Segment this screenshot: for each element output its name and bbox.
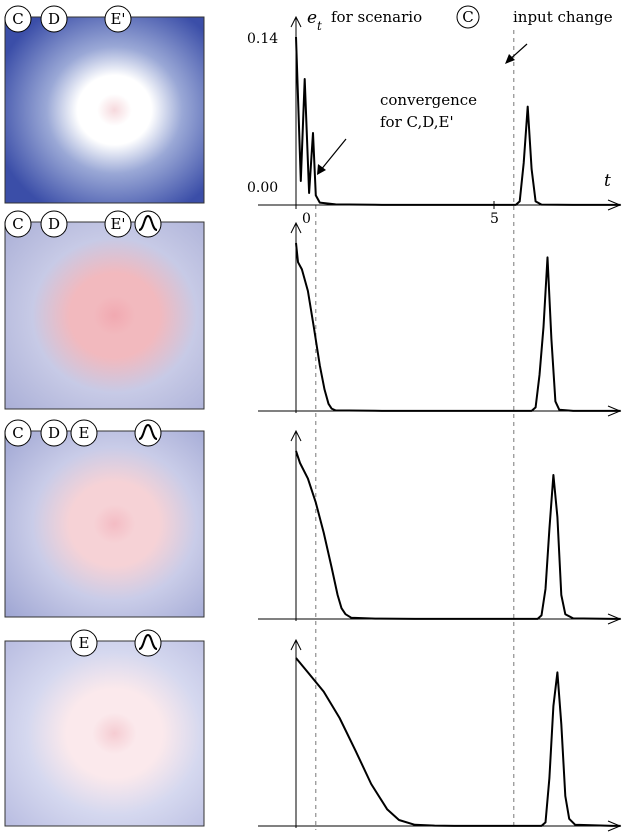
scenario-label: E: [79, 424, 90, 442]
annotation-convergence-line1: convergence: [380, 91, 477, 109]
scenario-label: E: [79, 634, 90, 652]
annotation-convergence-arrow: [319, 138, 347, 172]
gaussian-bump-glyph: [138, 423, 158, 440]
error-plot: [258, 429, 622, 625]
error-series-line: [295, 450, 621, 620]
annotation-input-change: input change: [513, 8, 613, 26]
y-axis-arrow: [290, 221, 302, 234]
y-axis-symbol: e: [307, 8, 317, 28]
heatmap: [4, 16, 205, 204]
x-axis-symbol: t: [604, 171, 611, 191]
y-axis-arrow: [290, 638, 302, 651]
gaussian-bump-icon: [134, 210, 162, 238]
y-tick-label-min: 0.00: [247, 180, 278, 196]
y-axis-arrow: [290, 15, 302, 28]
annotation-input-change-arrowhead: [505, 54, 515, 64]
heatmap: [4, 430, 205, 618]
x-tick-label-5: 5: [490, 211, 499, 227]
map-panel: E: [4, 629, 205, 827]
chart-title-prefix: for scenario: [331, 8, 422, 26]
scenario-circle-icon: [4, 419, 32, 447]
scenario-circle-icon: [456, 5, 480, 29]
scenario-circle-icon: [40, 5, 68, 33]
error-plot: [258, 15, 622, 211]
gaussian-bump-glyph: [138, 214, 158, 231]
scenario-label: C: [12, 215, 23, 233]
top-panel-labels: e t for scenario C 0.14 0.00 0 5 t conve…: [247, 5, 613, 227]
scenario-label: C: [12, 424, 23, 442]
heatmap: [4, 640, 205, 827]
x-tick-label-0: 0: [302, 211, 311, 227]
annotation-convergence-arrowhead: [317, 164, 326, 175]
scenario-circle-icon: [104, 5, 132, 33]
error-series-line: [295, 242, 621, 412]
scenario-circle-icon: [40, 419, 68, 447]
y-axis-subscript: t: [317, 19, 322, 33]
y-tick-label-max: 0.14: [247, 31, 278, 47]
scenario-label: D: [48, 424, 60, 442]
gaussian-bump-glyph: [138, 633, 158, 650]
heatmap-column: C D E' C D E' C D E E: [4, 5, 205, 827]
y-axis-arrow: [290, 429, 302, 442]
error-series-line: [295, 657, 621, 827]
error-plot-column: [258, 15, 622, 832]
map-panel: C D E': [4, 5, 205, 204]
scenario-label: C: [12, 10, 23, 28]
heatmap: [4, 221, 205, 410]
scenario-circle-icon: [104, 210, 132, 238]
error-plot: [258, 638, 622, 832]
scenario-circle-icon: [40, 210, 68, 238]
map-panel: C D E': [4, 210, 205, 410]
scenario-circle-icon: [70, 629, 98, 657]
scenario-label: E': [110, 215, 125, 233]
scenario-circle-icon: [4, 210, 32, 238]
scenario-circle-icon: [70, 419, 98, 447]
gaussian-bump-icon: [134, 419, 162, 447]
annotation-convergence-line2: for C,D,E': [380, 113, 454, 131]
chart-title-scenario: C: [462, 8, 473, 26]
scenario-circle-icon: [4, 5, 32, 33]
gaussian-bump-icon: [134, 629, 162, 657]
error-series-line: [295, 36, 621, 206]
map-panel: C D E: [4, 419, 205, 618]
error-plot: [258, 221, 622, 417]
scenario-label: D: [48, 215, 60, 233]
scenario-label: E': [110, 10, 125, 28]
scenario-label: D: [48, 10, 60, 28]
